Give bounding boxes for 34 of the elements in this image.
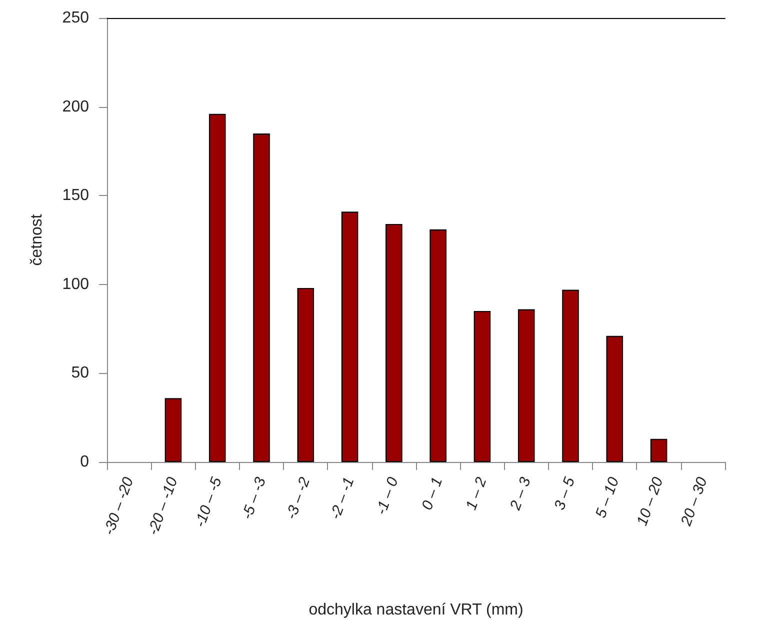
bar [518,309,535,462]
x-tick-label: -5 – -3 [238,474,270,522]
x-tick-label: 2 – 3 [506,474,535,514]
y-tick-label: 200 [62,98,90,116]
bar [341,212,358,462]
bar [650,438,668,462]
bar [297,288,314,462]
y-tick-label: 50 [71,364,90,382]
x-tick-label: -30 – -20 [100,474,138,538]
y-axis-title: četnost [28,214,46,266]
x-tick-label: 5 – 10 [592,474,623,520]
x-tick-label: -10 – -5 [192,474,226,530]
x-tick-label: -2 – -1 [326,475,358,522]
x-tick-label: 10 – 20 [634,474,667,528]
x-axis-title: odchylka nastavení VRT (mm) [308,602,524,618]
x-tick-label: -1 – 0 [372,474,402,517]
bar [430,229,446,462]
bar [386,224,402,462]
y-tick-label: 100 [62,276,90,293]
bar [164,398,182,462]
x-tick-label: 20 – 30 [677,474,712,529]
y-tick-label: 150 [62,187,90,204]
bar [474,311,491,462]
bar [208,114,226,462]
bar [562,290,579,462]
y-tick-label: 0 [80,454,90,470]
x-tick-label: -20 – -10 [144,474,182,538]
x-tick-label: 1 – 2 [462,474,490,512]
bar [606,336,624,462]
y-tick-label: 250 [62,10,90,26]
x-tick-label: 3 – 5 [551,474,579,512]
bar [253,133,270,462]
x-tick-label: -3 – -2 [282,474,314,522]
x-tick-label: 0 – 1 [418,475,446,512]
